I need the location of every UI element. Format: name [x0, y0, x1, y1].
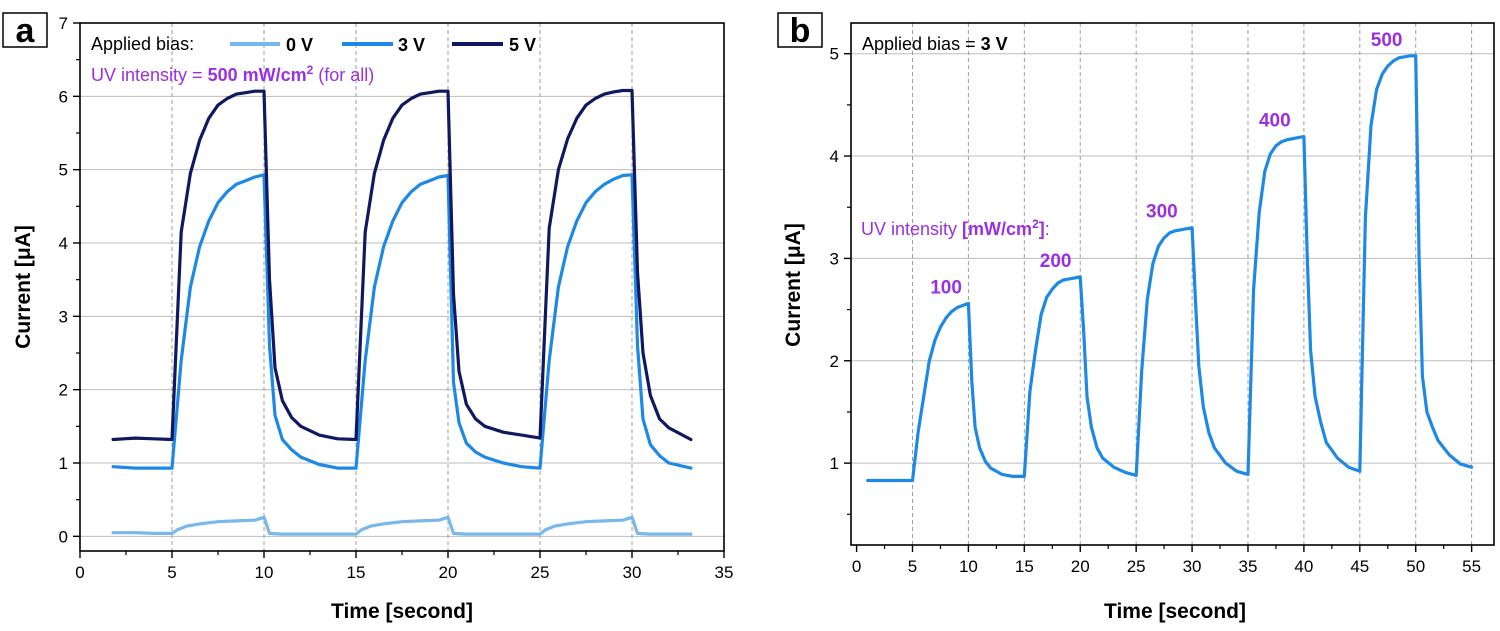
panel-a-uv-suffix: (for all) — [313, 65, 374, 85]
panel-a-uv-prefix: UV intensity = — [91, 65, 208, 85]
panel-a-x-ticks: 0 5 10 15 20 25 30 35 — [75, 551, 733, 582]
panel-b-uv-suffix: ] — [1039, 219, 1045, 239]
panel-b-bias-prefix: Applied bias = — [862, 34, 981, 54]
panel-b-grid — [851, 53, 1494, 464]
y-tick-label: 4 — [830, 147, 839, 166]
panel-a-grid — [80, 22, 724, 537]
x-tick-label: 30 — [623, 563, 642, 582]
panel-b-plot-frame — [850, 22, 1495, 546]
panel-a-plot-frame — [79, 22, 725, 552]
panel-a-letter: a — [16, 12, 36, 50]
series-line-0v — [111, 515, 693, 536]
series-line-3v — [111, 173, 693, 470]
x-tick-label: 20 — [1071, 557, 1090, 576]
panel-a-y-axis-title: Current [μA] — [12, 225, 35, 349]
x-tick-label: 0 — [852, 557, 861, 576]
panel-b-letter: b — [790, 12, 811, 50]
x-tick-label: 25 — [531, 563, 550, 582]
series-line-3v — [866, 54, 1474, 483]
panel-b-uv-tail: : — [1045, 219, 1050, 239]
panel-a-y-ticks: 0 1 2 3 4 5 6 7 — [59, 14, 80, 546]
panel-a-uv-sup: 2 — [307, 63, 314, 77]
panel-b-legend: Applied bias = 3 V — [862, 34, 1008, 54]
data-label-100: 100 — [930, 277, 962, 298]
y-tick-label: 5 — [830, 45, 839, 64]
panel-b-label-box: b — [777, 12, 823, 50]
panel-b-vlines — [912, 23, 1473, 545]
panel-a-uv-annotation: UV intensity = 500 mW/cm2 (for all) — [91, 63, 374, 85]
panel-a-legend: Applied bias: 0 V 3 V 5 V — [91, 34, 536, 55]
x-tick-label: 0 — [75, 563, 84, 582]
panel-b-series — [866, 54, 1474, 483]
panel-b-uv-prefix: UV intensity — [861, 219, 962, 239]
y-tick-label: 2 — [830, 352, 839, 371]
panel-b-data-labels: 100 200 300 400 500 — [930, 30, 1402, 299]
y-tick-label: 7 — [59, 14, 68, 33]
y-tick-label: 6 — [59, 87, 68, 106]
x-tick-label: 20 — [439, 563, 458, 582]
data-label-400: 400 — [1259, 111, 1291, 132]
y-tick-label: 5 — [59, 161, 68, 180]
panel-b-uv-annotation: UV intensity [mW/cm2]: — [861, 217, 1050, 239]
panel-b-uv-value: [mW/cm — [962, 219, 1032, 239]
x-tick-label: 55 — [1462, 557, 1481, 576]
y-tick-label: 3 — [59, 307, 68, 326]
series-line-5v — [111, 88, 693, 442]
data-label-500: 500 — [1371, 30, 1403, 51]
panel-a-label-box: a — [2, 12, 48, 50]
x-tick-label: 50 — [1406, 557, 1425, 576]
data-label-300: 300 — [1146, 202, 1178, 223]
x-tick-label: 5 — [908, 557, 917, 576]
panel-a-uv-value: 500 mW/cm — [208, 65, 307, 85]
panel-a-series — [111, 88, 693, 536]
x-tick-label: 15 — [347, 563, 366, 582]
panel-a-legend-prefix: Applied bias: — [91, 34, 194, 54]
y-tick-label: 1 — [830, 454, 839, 473]
y-tick-label: 3 — [830, 249, 839, 268]
panel-b-x-axis-title: Time [second] — [1104, 600, 1246, 623]
y-tick-label: 0 — [59, 527, 68, 546]
panel-a: 0 5 10 15 20 25 30 35 0 1 2 3 4 5 6 7 Time [second] Cu… — [2, 12, 733, 623]
legend-label-0v: 0 V — [286, 35, 313, 55]
panel-a-vlines — [171, 23, 633, 551]
legend-label-3v: 3 V — [398, 35, 425, 55]
x-tick-label: 45 — [1350, 557, 1369, 576]
x-tick-label: 15 — [1015, 557, 1034, 576]
x-tick-label: 35 — [715, 563, 734, 582]
panel-a-x-axis-title: Time [second] — [331, 600, 473, 623]
x-tick-label: 25 — [1127, 557, 1146, 576]
x-tick-label: 5 — [167, 563, 176, 582]
panel-b-x-ticks: 0 5 10 15 20 25 30 35 40 45 50 55 — [852, 545, 1481, 576]
x-tick-label: 40 — [1294, 557, 1313, 576]
panel-b-y-ticks: 1 2 3 4 5 — [830, 45, 851, 515]
y-tick-label: 2 — [59, 381, 68, 400]
panel-b-y-axis-title: Current [μA] — [782, 223, 805, 347]
legend-label-5v: 5 V — [509, 35, 536, 55]
panel-b-uv-sup: 2 — [1032, 217, 1039, 231]
x-tick-label: 30 — [1183, 557, 1202, 576]
panel-b-bias-value: 3 V — [981, 34, 1008, 54]
x-tick-label: 10 — [255, 563, 274, 582]
y-tick-label: 4 — [59, 234, 68, 253]
data-label-200: 200 — [1040, 251, 1072, 272]
y-tick-label: 1 — [59, 454, 68, 473]
x-tick-label: 10 — [959, 557, 978, 576]
x-tick-label: 35 — [1239, 557, 1258, 576]
